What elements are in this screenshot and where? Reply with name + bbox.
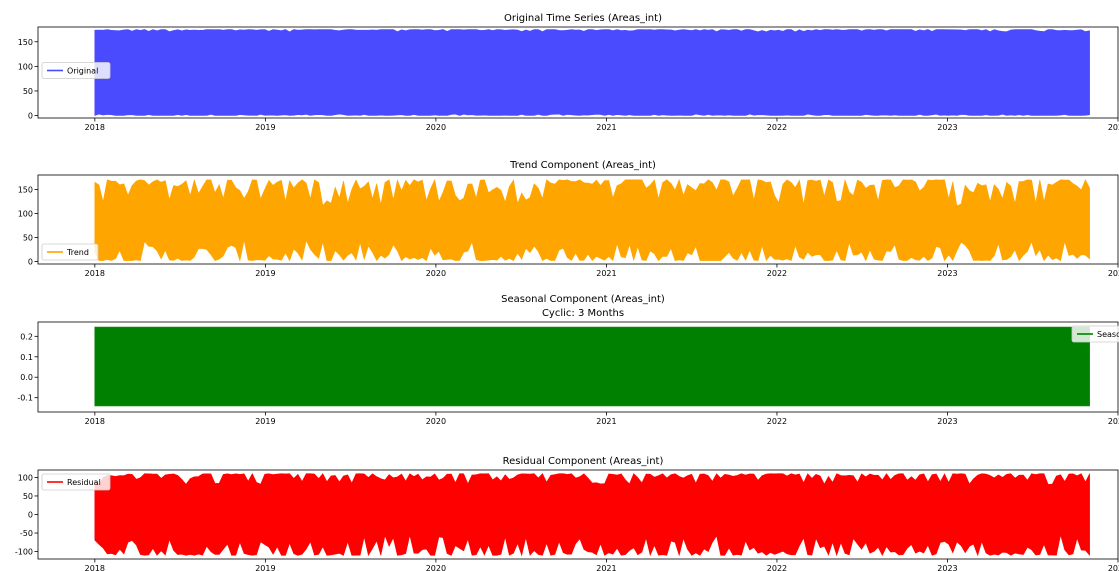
x-tick-label: 2023 (937, 417, 957, 426)
x-tick-label: 2019 (255, 269, 275, 278)
x-tick-label: 2024 (1108, 269, 1119, 278)
x-tick-label: 2020 (426, 123, 446, 132)
chart-title: Trend Component (Areas_int) (509, 160, 656, 171)
legend: Original (41, 62, 111, 79)
y-tick-label: -50 (20, 529, 33, 538)
subplot-4: 2018 2019 2020 2021 2022 2023 2024 100 50 0 -50 -10… (15, 456, 1119, 571)
legend-label: Trend (66, 248, 89, 257)
x-tick-label: 2018 (85, 417, 105, 426)
y-tick-label: 50 (23, 87, 33, 96)
series-band-residual (94, 473, 1090, 557)
legend: Residual (41, 473, 111, 491)
x-tick-label: 2023 (937, 269, 957, 278)
chart-subtitle: Cyclic: 3 Months (542, 308, 624, 319)
legend-label: Seasonal (1097, 330, 1119, 339)
x-tick-label: 2019 (255, 564, 275, 571)
y-tick-label: 100 (18, 62, 33, 71)
x-tick-label: 2018 (85, 564, 105, 571)
x-tick-label: 2022 (767, 269, 787, 278)
x-tick-label: 2020 (426, 269, 446, 278)
x-tick-label: 2021 (596, 417, 616, 426)
legend-box (41, 62, 111, 79)
y-tick-label: 0 (28, 112, 33, 121)
y-tick-label: 150 (18, 185, 33, 194)
x-tick-label: 2021 (596, 564, 616, 571)
x-tick-label: 2024 (1108, 417, 1119, 426)
x-tick-label: 2023 (937, 564, 957, 571)
legend-label: Original (67, 67, 98, 76)
series-band-seasonal (94, 326, 1090, 407)
legend-box (41, 473, 111, 491)
x-tick-label: 2022 (767, 123, 787, 132)
y-tick-label: 50 (23, 492, 33, 501)
x-tick-label: 2018 (85, 123, 105, 132)
y-tick-label: 0 (28, 511, 33, 520)
y-tick-label: -100 (15, 548, 33, 557)
y-tick-label: 0.1 (20, 353, 33, 362)
x-tick-label: 2024 (1108, 123, 1119, 132)
chart-title: Seasonal Component (Areas_int) (501, 294, 665, 305)
x-tick-label: 2019 (255, 123, 275, 132)
x-tick-label: 2021 (596, 123, 616, 132)
series-band-trend (94, 178, 1090, 262)
subplot-3: 2018 2019 2020 2021 2022 2023 2024 0.2 0.1 0.0 -0.… (17, 294, 1119, 426)
y-tick-label: 100 (18, 209, 33, 218)
y-tick-label: -0.1 (17, 394, 33, 403)
axes-frame (37, 174, 1119, 265)
y-tick-label: 150 (18, 38, 33, 47)
x-tick-label: 2020 (426, 564, 446, 571)
legend-label: Residual (67, 478, 101, 487)
legend: Trend (41, 243, 99, 261)
x-tick-label: 2019 (255, 417, 275, 426)
chart-title: Original Time Series (Areas_int) (504, 13, 662, 24)
legend: Seasonal (1071, 325, 1119, 343)
axes-frame (37, 26, 1119, 119)
legend-box (1071, 325, 1119, 343)
x-tick-label: 2022 (767, 564, 787, 571)
y-tick-label: 50 (23, 234, 33, 243)
y-tick-label: 0.2 (20, 332, 33, 341)
y-tick-label: 0.0 (20, 373, 33, 382)
x-tick-label: 2022 (767, 417, 787, 426)
legend-box (41, 243, 99, 261)
y-tick-label: 100 (18, 473, 33, 482)
chart-title: Residual Component (Areas_int) (503, 456, 664, 467)
x-tick-label: 2018 (85, 269, 105, 278)
subplot-2: 2018 2019 2020 2021 2022 2023 2024 0 50 100 150 Tre… (18, 160, 1119, 278)
series-band-original (94, 29, 1090, 116)
x-tick-label: 2023 (937, 123, 957, 132)
subplot-1: 2018 2019 2020 2021 2022 2023 2024 0 50 100 150 Ori… (18, 13, 1119, 132)
x-tick-label: 2020 (426, 417, 446, 426)
axes-frame (37, 321, 1119, 413)
x-tick-label: 2024 (1108, 564, 1119, 571)
x-tick-label: 2021 (596, 269, 616, 278)
y-tick-label: 0 (28, 258, 33, 267)
